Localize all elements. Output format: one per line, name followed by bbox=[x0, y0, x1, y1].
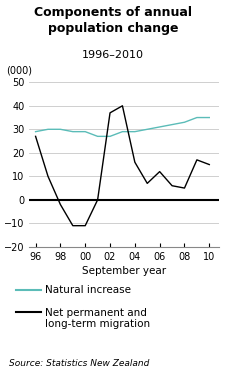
Text: Components of annual
population change: Components of annual population change bbox=[34, 6, 191, 35]
Text: 1996–2010: 1996–2010 bbox=[82, 50, 143, 61]
Text: Net permanent and
long-term migration: Net permanent and long-term migration bbox=[45, 308, 150, 329]
Text: Source: Statistics New Zealand: Source: Statistics New Zealand bbox=[9, 359, 149, 368]
Text: Natural increase: Natural increase bbox=[45, 285, 131, 295]
Text: (000): (000) bbox=[7, 66, 32, 76]
X-axis label: September year: September year bbox=[82, 266, 166, 276]
